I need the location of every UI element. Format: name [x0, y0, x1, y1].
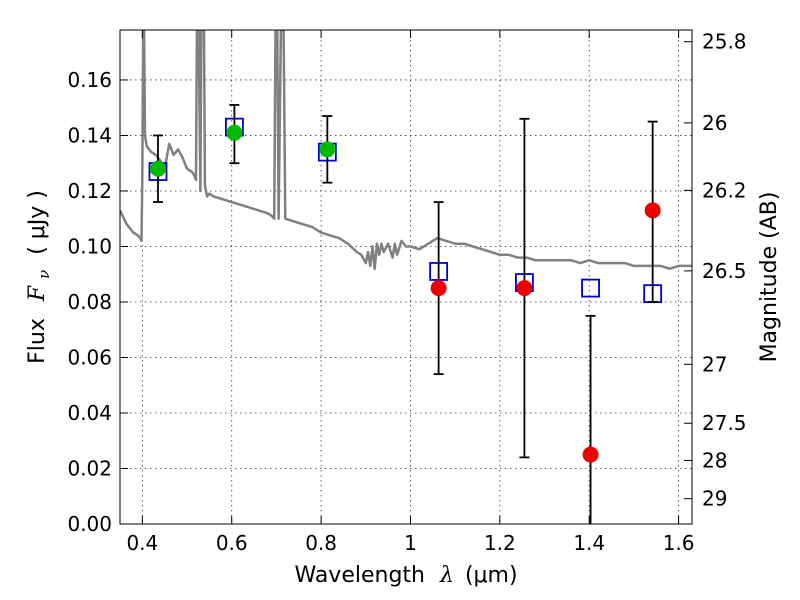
y-axis-title-unit: ( μJy ): [25, 190, 50, 255]
y-tick-label: 0.04: [67, 401, 112, 425]
undetected-flux-marker: [644, 202, 661, 219]
y2-tick-label: 26.2: [702, 178, 747, 202]
x-tick-label: 0.8: [305, 531, 337, 555]
y2-tick-label: 27.5: [702, 411, 747, 435]
y-tick-label: 0.12: [67, 179, 112, 203]
x-axis-title-symbol: λ: [439, 563, 454, 588]
x-tick-label: 1.4: [573, 531, 605, 555]
detected-flux-marker: [226, 124, 243, 141]
x-tick-label: 1.6: [663, 531, 695, 555]
y2-tick-label: 27: [702, 352, 727, 376]
y-tick-label: 0.08: [67, 290, 112, 314]
y2-tick-label: 26: [702, 111, 727, 135]
plot-frame: [119, 29, 693, 525]
y2-tick-label: 26.5: [702, 259, 747, 283]
y2-tick-label: 29: [702, 487, 727, 511]
detected-flux-marker: [149, 160, 166, 177]
y-axis-title: Flux F ν ( μJy ): [25, 190, 55, 364]
x-tick-label: 0.4: [126, 531, 158, 555]
template-spectrum-line: [120, 30, 692, 270]
x-tick-label: 1.2: [484, 531, 516, 555]
y-tick-label: 0.00: [67, 512, 112, 536]
y-axis-title-symbol: F: [25, 285, 50, 302]
y-tick-label: 0.14: [67, 123, 112, 147]
axis-ticks: 0.4 0.6 0.8 1 1.2 1.4 1.6 0.00 0.02 0.04 0.06 0.08 0…: [67, 30, 746, 555]
x-axis-title-prefix: Wavelength: [294, 563, 425, 588]
y-tick-label: 0.06: [67, 345, 112, 369]
y-axis-title-prefix: Flux: [25, 318, 50, 364]
detected-flux-marker: [319, 141, 336, 158]
y-tick-label: 0.16: [67, 68, 112, 92]
undetected-flux-marker: [430, 280, 447, 297]
x-axis-title-unit: (μm): [465, 563, 518, 588]
y2-axis-title: Magnitude (AB): [757, 192, 782, 363]
undetected-flux-marker: [516, 280, 533, 297]
marks-layer: [148, 104, 663, 524]
undetected-flux-marker: [582, 446, 599, 463]
y-tick-label: 0.02: [67, 456, 112, 480]
grid-lines: [120, 30, 692, 525]
x-tick-label: 1: [404, 531, 417, 555]
plot-background: [120, 30, 692, 524]
y-tick-label: 0.10: [67, 234, 112, 258]
y2-tick-label: 28: [702, 448, 727, 472]
x-axis-title: Wavelength λ (μm): [294, 563, 517, 588]
x-tick-label: 0.6: [216, 531, 248, 555]
template-layer: [120, 30, 692, 270]
y-axis-title-subscript: ν: [35, 270, 53, 279]
model-square-marker: [581, 278, 600, 298]
y2-tick-label: 25.8: [702, 30, 747, 54]
